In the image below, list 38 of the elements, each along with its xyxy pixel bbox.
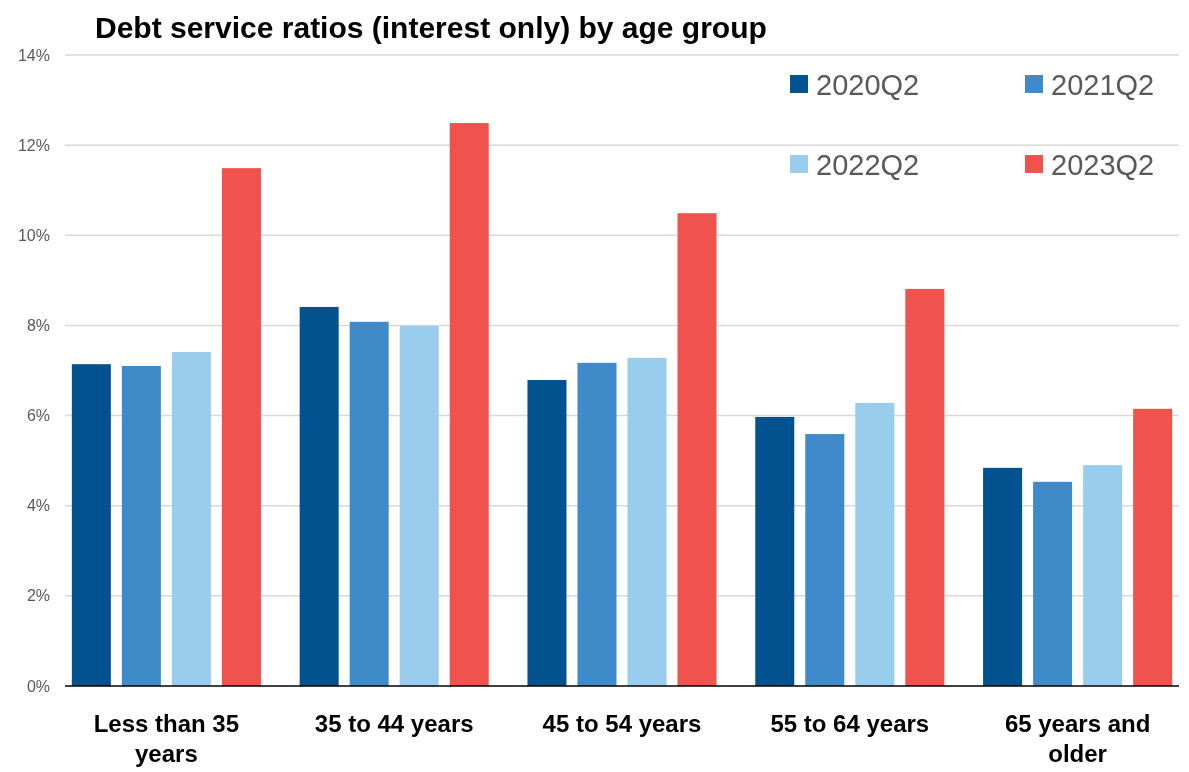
x-tick-label: 55 to 64 years: [770, 710, 930, 737]
bar: [349, 321, 389, 686]
bar: [983, 467, 1023, 686]
bar: [221, 168, 261, 686]
y-tick-label: 2%: [26, 587, 50, 605]
bar: [677, 213, 717, 686]
bar: [1083, 465, 1123, 686]
bar: [805, 434, 845, 686]
x-tick-label: Less than 35 years: [93, 710, 240, 767]
bar: [299, 306, 339, 686]
bar: [855, 402, 895, 686]
bar: [577, 362, 617, 686]
y-tick-label: 12%: [17, 136, 50, 154]
chart-title: Debt service ratios (interest only) by age group: [95, 11, 767, 44]
bar: [171, 352, 211, 686]
bar: [627, 357, 667, 686]
legend-label: 2022Q2: [816, 149, 920, 182]
bar: [71, 364, 111, 686]
bar: [1033, 481, 1073, 686]
y-tick-label: 14%: [17, 46, 50, 64]
y-tick-label: 6%: [26, 407, 50, 425]
bar: [755, 416, 795, 686]
y-tick-label: 0%: [26, 677, 50, 695]
y-tick-label: 4%: [26, 497, 50, 515]
legend-label: 2023Q2: [1051, 149, 1155, 182]
x-tick-label: 45 to 54 years: [542, 710, 702, 737]
legend-label: 2021Q2: [1051, 69, 1155, 102]
legend-label: 2020Q2: [816, 69, 920, 102]
bar: [905, 288, 945, 686]
y-tick-label: 8%: [26, 317, 50, 335]
bar: [1133, 408, 1173, 686]
bar: [399, 325, 439, 686]
x-tick-label: 65 years and older: [1004, 710, 1151, 767]
y-tick-label: 10%: [17, 226, 50, 244]
bar: [121, 365, 161, 686]
x-tick-label: 35 to 44 years: [314, 710, 474, 737]
bar: [449, 123, 489, 686]
bar: [527, 379, 567, 686]
